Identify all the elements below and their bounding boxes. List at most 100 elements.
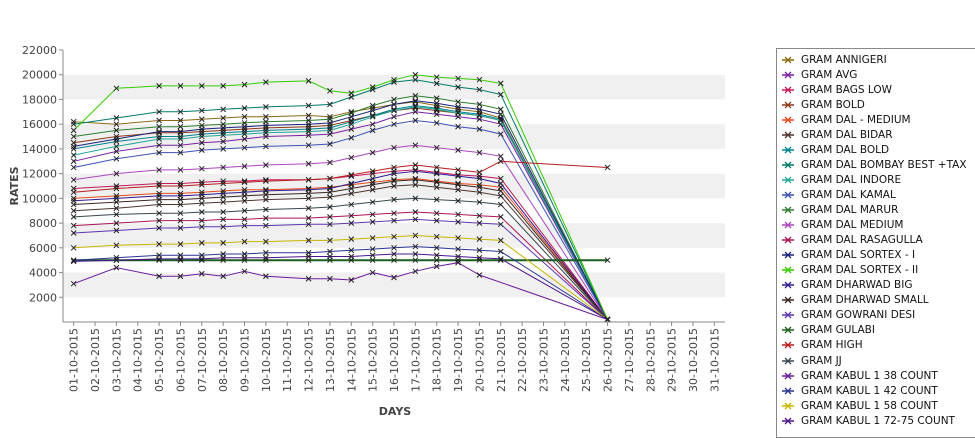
- data-point-marker: [412, 216, 419, 223]
- data-point-marker: [327, 101, 333, 108]
- data-point-marker: [241, 123, 248, 130]
- x-tick-label: 28-10-2015: [644, 328, 657, 392]
- data-point-marker: [433, 106, 440, 113]
- data-point-marker: [455, 219, 461, 225]
- series-19: [70, 158, 611, 196]
- data-point-marker: [497, 153, 504, 160]
- data-point-marker: [604, 316, 611, 323]
- data-point-marker: [198, 83, 205, 89]
- legend-swatch: [782, 71, 794, 79]
- data-point-marker: [241, 144, 248, 151]
- x-axis-title: DAYS: [379, 405, 412, 418]
- data-point-marker: [497, 111, 504, 118]
- legend-label: GRAM DAL MARUR: [801, 204, 899, 216]
- data-point-marker: [476, 212, 483, 219]
- data-point-marker: [497, 237, 504, 244]
- legend-item: GRAM GULABI: [781, 323, 875, 338]
- data-point-marker: [305, 221, 312, 228]
- legend-label: GRAM DAL BOMBAY BEST +TAX: [801, 158, 967, 171]
- data-point-marker: [369, 102, 376, 109]
- data-point-marker: [70, 222, 77, 229]
- x-axis-ticks: 01-10-2015 02-10-2015 03-10-2015 04-10-2015…: [68, 322, 721, 392]
- data-point-marker: [433, 120, 440, 126]
- data-point-marker: [305, 128, 312, 135]
- x-tick-label: 24-10-2015: [559, 328, 572, 392]
- legend-item: GRAM DHARWAD BIG: [781, 278, 912, 293]
- legend-label: GRAM BOLD: [801, 98, 865, 111]
- data-point-marker: [455, 99, 461, 105]
- x-tick-label: 19-10-2015: [452, 328, 465, 392]
- data-point-marker: [476, 175, 483, 182]
- data-point-marker: [220, 273, 227, 280]
- data-point-marker: [412, 268, 419, 275]
- data-point-marker: [113, 242, 120, 249]
- data-point-marker: [327, 221, 333, 228]
- data-point-marker: [241, 268, 248, 275]
- data-point-marker: [391, 170, 397, 177]
- data-point-marker: [156, 149, 162, 156]
- x-tick-label: 04-10-2015: [132, 328, 145, 392]
- data-point-marker: [198, 179, 205, 186]
- data-point-marker: [263, 249, 269, 256]
- data-point-marker: [156, 136, 162, 142]
- data-point-marker: [241, 186, 248, 193]
- data-point-marker: [348, 172, 355, 178]
- data-point-marker: [433, 196, 440, 203]
- y-tick-label: 6000: [29, 242, 57, 255]
- data-point-marker: [348, 201, 355, 208]
- data-point-marker: [455, 110, 461, 116]
- data-point-marker: [70, 133, 77, 140]
- data-point-marker: [305, 160, 312, 167]
- data-point-marker: [177, 117, 184, 124]
- data-point-marker: [327, 237, 333, 244]
- data-point-marker: [263, 104, 269, 110]
- data-point-marker: [177, 180, 184, 187]
- x-tick-label: 29-10-2015: [666, 328, 679, 392]
- x-tick-label: 03-10-2015: [110, 328, 123, 392]
- data-point-marker: [369, 269, 376, 276]
- data-point-marker: [113, 185, 120, 192]
- data-point-marker: [198, 209, 205, 215]
- data-point-marker: [70, 195, 77, 202]
- data-point-marker: [70, 207, 77, 214]
- series-line: [73, 262, 608, 320]
- data-point-marker: [305, 78, 312, 84]
- legend-swatch: [782, 116, 794, 124]
- data-point-marker: [497, 175, 504, 182]
- data-point-marker: [220, 138, 227, 145]
- legend-swatch: [782, 341, 794, 349]
- data-point-marker: [177, 217, 184, 224]
- data-point-marker: [369, 186, 376, 193]
- data-point-marker: [369, 168, 376, 175]
- data-point-marker: [433, 210, 440, 217]
- data-point-marker: [198, 116, 205, 123]
- legend-label: GRAM DHARWAD BIG: [801, 279, 913, 292]
- data-point-marker: [241, 113, 248, 120]
- data-point-marker: [391, 210, 397, 217]
- data-point-marker: [220, 129, 227, 136]
- data-point-marker: [327, 120, 333, 126]
- data-point-marker: [177, 225, 184, 231]
- data-point-marker: [177, 256, 184, 262]
- data-point-marker: [70, 214, 77, 220]
- data-point-marker: [113, 211, 120, 218]
- data-point-marker: [412, 104, 419, 110]
- legend-label: GRAM DHARWAD SMALL: [801, 294, 929, 307]
- data-point-marker: [369, 211, 376, 218]
- x-tick-label: 10-10-2015: [260, 328, 273, 392]
- data-point-marker: [263, 257, 269, 264]
- y-tick-label: 14000: [22, 143, 57, 156]
- data-point-marker: [327, 214, 333, 220]
- legend-swatch: [782, 161, 794, 169]
- data-point-marker: [327, 253, 333, 260]
- data-point-marker: [476, 199, 483, 205]
- x-tick-label: 01-10-2015: [68, 328, 81, 392]
- x-tick-label: 25-10-2015: [580, 328, 593, 392]
- data-point-marker: [476, 126, 483, 132]
- data-point-marker: [70, 258, 77, 265]
- data-point-marker: [327, 175, 333, 182]
- data-point-marker: [220, 178, 227, 184]
- data-point-marker: [497, 193, 504, 199]
- data-point-marker: [198, 270, 205, 277]
- data-point-marker: [220, 216, 227, 223]
